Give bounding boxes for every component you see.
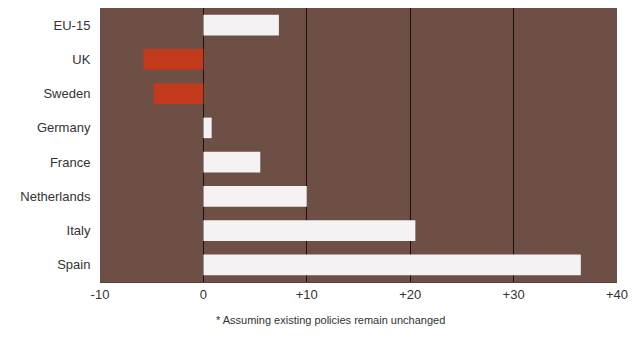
svg-text:EU-15: EU-15 [54,18,91,33]
svg-text:Germany: Germany [37,120,91,135]
svg-text:Italy: Italy [67,223,91,238]
svg-text:0: 0 [200,287,207,302]
svg-text:* Assuming existing policies r: * Assuming existing policies remain unch… [216,314,445,326]
svg-text:-10: -10 [91,287,110,302]
svg-text:Spain: Spain [57,257,90,272]
svg-text:+20: +20 [399,287,421,302]
svg-text:Sweden: Sweden [43,86,90,101]
svg-text:+10: +10 [296,287,318,302]
svg-text:Netherlands: Netherlands [20,189,91,204]
svg-text:UK: UK [72,52,90,67]
svg-text:France: France [50,155,90,170]
svg-text:+40: +40 [606,287,628,302]
svg-text:+30: +30 [503,287,525,302]
